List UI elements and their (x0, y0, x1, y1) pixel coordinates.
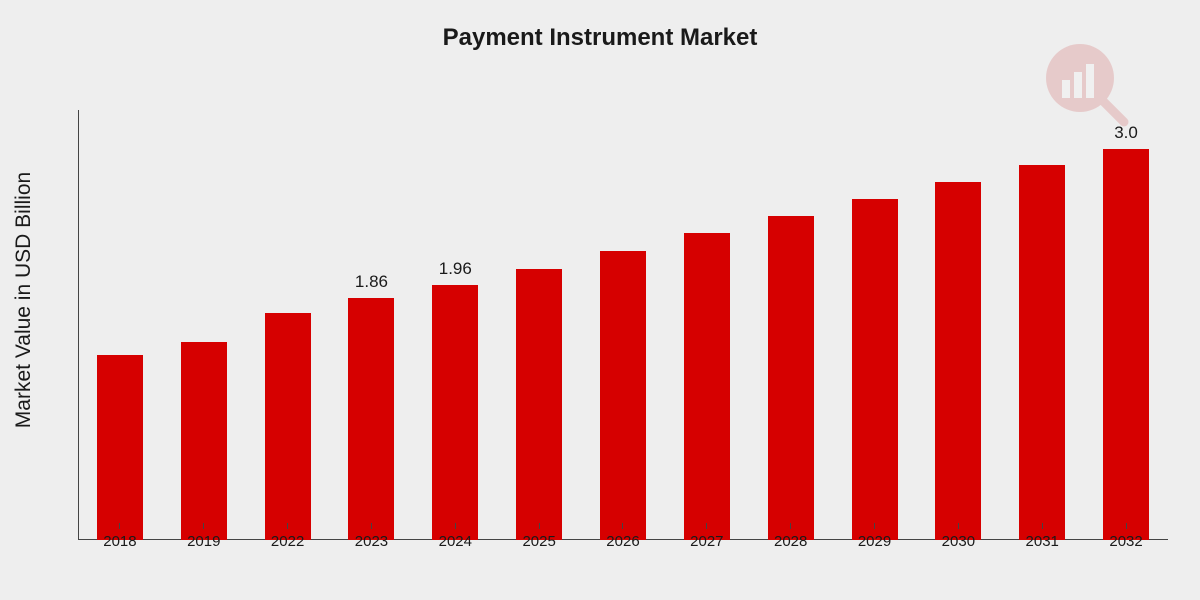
xtick-slot: 2024 (413, 523, 497, 550)
bar-slot: 1.96 (413, 110, 497, 540)
bar-slot (246, 110, 330, 540)
bar-value-label: 1.86 (355, 272, 388, 292)
xtick-slot: 2032 (1084, 523, 1168, 550)
xtick-slot: 2026 (581, 523, 665, 550)
xtick-label: 2032 (1109, 533, 1142, 550)
xtick-slot: 2027 (665, 523, 749, 550)
tick-mark (1126, 523, 1127, 529)
bar-value-label: 1.96 (439, 259, 472, 279)
bar (935, 182, 981, 540)
x-ticks: 2018 2019 2022 2023 2024 2025 2026 2027 2028 2029… (78, 523, 1168, 550)
xtick-label: 2031 (1026, 533, 1059, 550)
bar-slot: 1.86 (330, 110, 414, 540)
bar-slot: 3.0 (1084, 110, 1168, 540)
xtick-slot: 2025 (497, 523, 581, 550)
tick-mark (455, 523, 456, 529)
tick-mark (1042, 523, 1043, 529)
chart-title: Payment Instrument Market (0, 24, 1200, 52)
tick-mark (790, 523, 791, 529)
bar-slot (833, 110, 917, 540)
tick-mark (539, 523, 540, 529)
bar-slot (497, 110, 581, 540)
bar-slot (162, 110, 246, 540)
xtick-slot: 2028 (749, 523, 833, 550)
tick-mark (706, 523, 707, 529)
tick-mark (622, 523, 623, 529)
bar-slot (581, 110, 665, 540)
xtick-label: 2025 (522, 533, 555, 550)
xtick-label: 2030 (942, 533, 975, 550)
bar (768, 216, 814, 540)
xtick-label: 2027 (690, 533, 723, 550)
bar-slot (1000, 110, 1084, 540)
xtick-slot: 2029 (833, 523, 917, 550)
xtick-label: 2019 (187, 533, 220, 550)
xtick-label: 2026 (606, 533, 639, 550)
xtick-slot: 2019 (162, 523, 246, 550)
bars-container: 1.86 1.96 3.0 (78, 110, 1168, 540)
xtick-label: 2028 (774, 533, 807, 550)
bar (181, 342, 227, 540)
xtick-label: 2029 (858, 533, 891, 550)
bar (265, 313, 311, 540)
xtick-slot: 2022 (246, 523, 330, 550)
tick-mark (119, 523, 120, 529)
bar (1019, 165, 1065, 540)
bar (97, 355, 143, 540)
bar (600, 251, 646, 540)
xtick-label: 2018 (103, 533, 136, 550)
xtick-slot: 2018 (78, 523, 162, 550)
bar (1103, 149, 1149, 540)
bar (432, 285, 478, 540)
xtick-label: 2023 (355, 533, 388, 550)
tick-mark (371, 523, 372, 529)
tick-mark (287, 523, 288, 529)
tick-mark (874, 523, 875, 529)
bar-slot (665, 110, 749, 540)
bar-slot (916, 110, 1000, 540)
tick-mark (958, 523, 959, 529)
xtick-label: 2024 (439, 533, 472, 550)
xtick-slot: 2031 (1000, 523, 1084, 550)
bar (348, 298, 394, 540)
y-axis-label: Market Value in USD Billion (12, 172, 36, 428)
xtick-label: 2022 (271, 533, 304, 550)
tick-mark (203, 523, 204, 529)
bar-slot (78, 110, 162, 540)
xtick-slot: 2023 (330, 523, 414, 550)
bar (684, 233, 730, 541)
bar-value-label: 3.0 (1114, 123, 1138, 143)
plot-area: 1.861.963.0 2018201920222023202420252026… (78, 110, 1168, 540)
bar (852, 199, 898, 540)
bar-slot (749, 110, 833, 540)
bar (516, 269, 562, 540)
xtick-slot: 2030 (916, 523, 1000, 550)
